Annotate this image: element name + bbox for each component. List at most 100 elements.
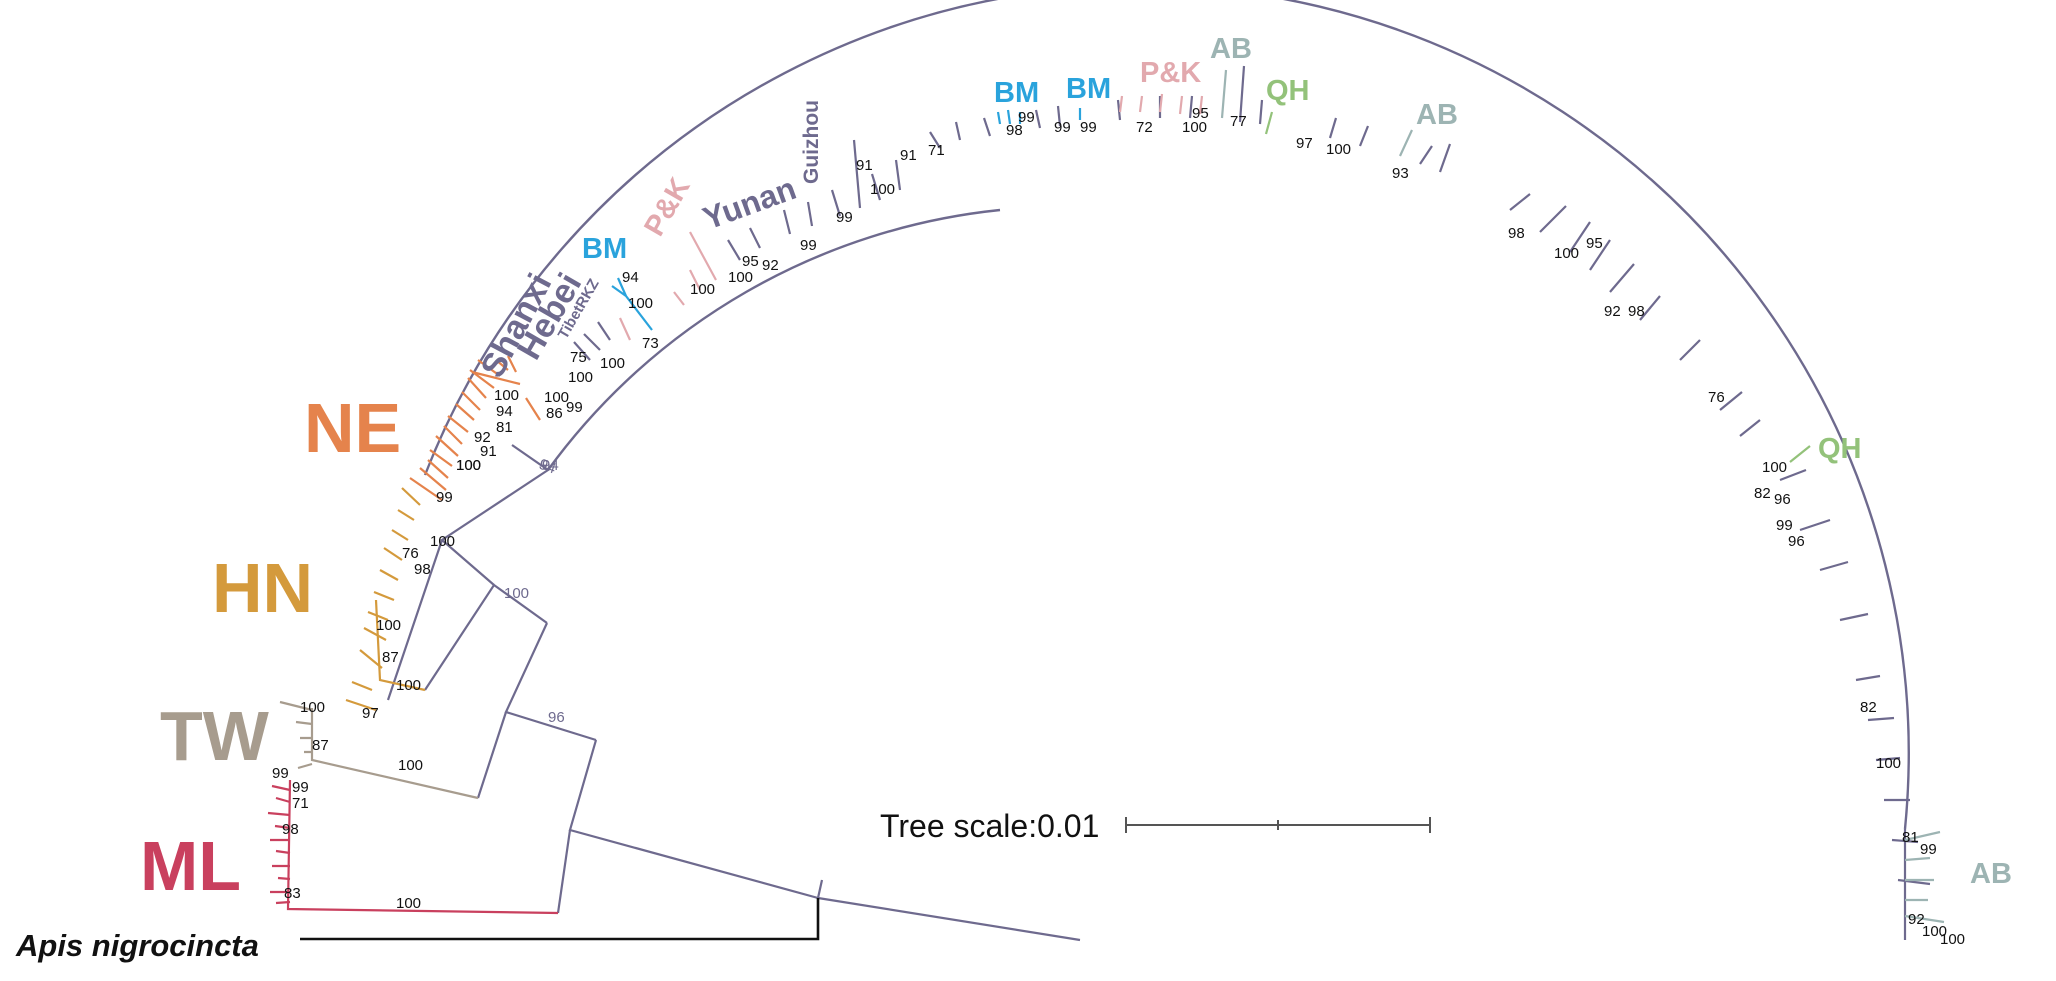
- NE-tips: [409, 355, 541, 501]
- bootstrap-value: 91: [480, 443, 497, 460]
- bootstrap-value: 97: [1296, 135, 1313, 152]
- bootstrap-value: 100: [728, 269, 753, 286]
- scale-bar-label: Tree scale:0.01: [880, 808, 1099, 844]
- bootstrap-value: 97: [362, 705, 379, 722]
- lineage-label-HN: HN: [212, 549, 313, 627]
- bootstrap-value: 81: [496, 419, 513, 436]
- outgroup-branch: [300, 898, 820, 941]
- bootstrap-value: 98: [282, 821, 299, 838]
- bootstrap-value: 100: [1182, 119, 1207, 136]
- bootstrap-value: 91: [900, 147, 917, 164]
- outgroup-clade: [300, 898, 820, 941]
- bootstrap-value: 100: [690, 281, 715, 298]
- HN-stem: [374, 599, 426, 692]
- ML-tips: [267, 784, 291, 905]
- PK-left-tips: [618, 231, 717, 341]
- lineage-label-NE: NE: [304, 389, 401, 467]
- bootstrap-value: 86: [546, 405, 563, 422]
- bootstrap-value: 72: [1136, 119, 1153, 136]
- bootstrap-value: 100: [628, 295, 653, 312]
- bootstrap-value: 99: [1080, 119, 1097, 136]
- bootstrap-value: 100: [398, 757, 423, 774]
- clade-TW: [279, 700, 479, 800]
- top-tips: [929, 65, 1931, 886]
- bootstrap-value: 87: [312, 737, 329, 754]
- bootstrap-value: 100: [1876, 755, 1901, 772]
- bootstrap-value: 100: [544, 389, 569, 406]
- bootstrap-value: 99: [800, 237, 817, 254]
- bootstrap-value: 100: [396, 677, 421, 694]
- bootstrap-value: 98: [1508, 225, 1525, 242]
- bootstrap-value: 99: [436, 489, 453, 506]
- bootstrap-value: 100: [1326, 141, 1351, 158]
- clade-top: [929, 65, 1945, 924]
- HN-tips: [345, 487, 421, 712]
- bootstrap-value: 98: [1006, 122, 1023, 139]
- bootstrap-value: 94: [496, 403, 513, 420]
- bootstrap-value: 92: [1604, 303, 1621, 320]
- bootstrap-value: 76: [402, 545, 419, 562]
- bootstrap-value: 100: [456, 457, 481, 474]
- bootstrap-value: 82: [1754, 485, 1771, 502]
- TW-tips: [279, 700, 313, 770]
- bootstrap-value: 95: [1192, 105, 1209, 122]
- lineage-label-AB-top: AB: [1210, 33, 1252, 65]
- QH-top-tips: [1264, 111, 1811, 463]
- lineage-label-AB-right: AB: [1970, 858, 2012, 890]
- region-branches: [573, 139, 902, 361]
- lineage-label-TW: TW: [160, 697, 269, 775]
- ML-stem: [286, 779, 559, 915]
- bootstrap-value: 96: [548, 709, 565, 726]
- bootstrap-value: 77: [1230, 113, 1247, 130]
- clade-ML: [267, 779, 559, 915]
- bootstrap-value: 81: [1902, 829, 1919, 846]
- root-branch: [817, 896, 1081, 942]
- lineage-label-AB-upper-right: AB: [1416, 99, 1458, 131]
- bootstrap-value: 75: [570, 349, 587, 366]
- bootstrap-labels: 100 100 96 100 100 87 100 99 99 71 98 83…: [272, 105, 1965, 948]
- AB-top-tips: [1220, 69, 1413, 157]
- bootstrap-value: 100: [504, 585, 529, 602]
- bootstrap-value: 93: [1392, 165, 1409, 182]
- crown-arc: [423, 0, 1910, 830]
- scale-bar: Tree scale:0.01: [880, 808, 1431, 844]
- bootstrap-value: 100: [456, 457, 481, 474]
- bootstrap-value: 98: [1628, 303, 1645, 320]
- bootstrap-value: 92: [474, 429, 491, 446]
- bootstrap-value: 99: [836, 209, 853, 226]
- bootstrap-value: 99: [1920, 841, 1937, 858]
- bootstrap-value: 99: [272, 765, 289, 782]
- bootstrap-value: 96: [1788, 533, 1805, 550]
- bootstrap-value: 100: [1762, 459, 1787, 476]
- bootstrap-value: 95: [1586, 235, 1603, 252]
- lineage-label-PK-top: P&K: [1140, 57, 1201, 89]
- bootstrap-value: 92: [762, 257, 779, 274]
- bootstrap-value: 96: [1774, 491, 1791, 508]
- bootstrap-value: 100: [568, 369, 593, 386]
- lineage-label-BM-left: BM: [582, 233, 627, 265]
- clade-PK-left: [618, 231, 717, 341]
- bootstrap-value: 99: [566, 399, 583, 416]
- bootstrap-value: 100: [430, 533, 455, 550]
- stem-3: [556, 829, 572, 914]
- outgroup-label: Apis nigrocincta: [15, 928, 259, 963]
- lineage-label-QH-top: QH: [1266, 75, 1310, 107]
- bootstrap-value: 82: [1860, 699, 1877, 716]
- clade-BM-left: [611, 277, 653, 331]
- clade-NE: [409, 355, 541, 501]
- bootstrap-value: 100: [494, 387, 519, 404]
- bootstrap-value: 100: [600, 355, 625, 372]
- bootstrap-value: 94: [542, 457, 559, 474]
- AB-right-tips: [1904, 830, 1945, 924]
- lineage-label-BM-top-2: BM: [1066, 73, 1111, 105]
- PK-top-tips: [1118, 93, 1204, 115]
- BM-top-tips: [996, 108, 1082, 125]
- bootstrap-value: 83: [284, 885, 301, 902]
- bootstrap-value: 94: [622, 269, 639, 286]
- stem-1: [816, 879, 824, 899]
- bootstrap-value: 94: [537, 456, 558, 478]
- bootstrap-value: 100: [870, 181, 895, 198]
- region-label-guizhou: Guizhou: [800, 100, 823, 184]
- stem-7: [440, 444, 550, 586]
